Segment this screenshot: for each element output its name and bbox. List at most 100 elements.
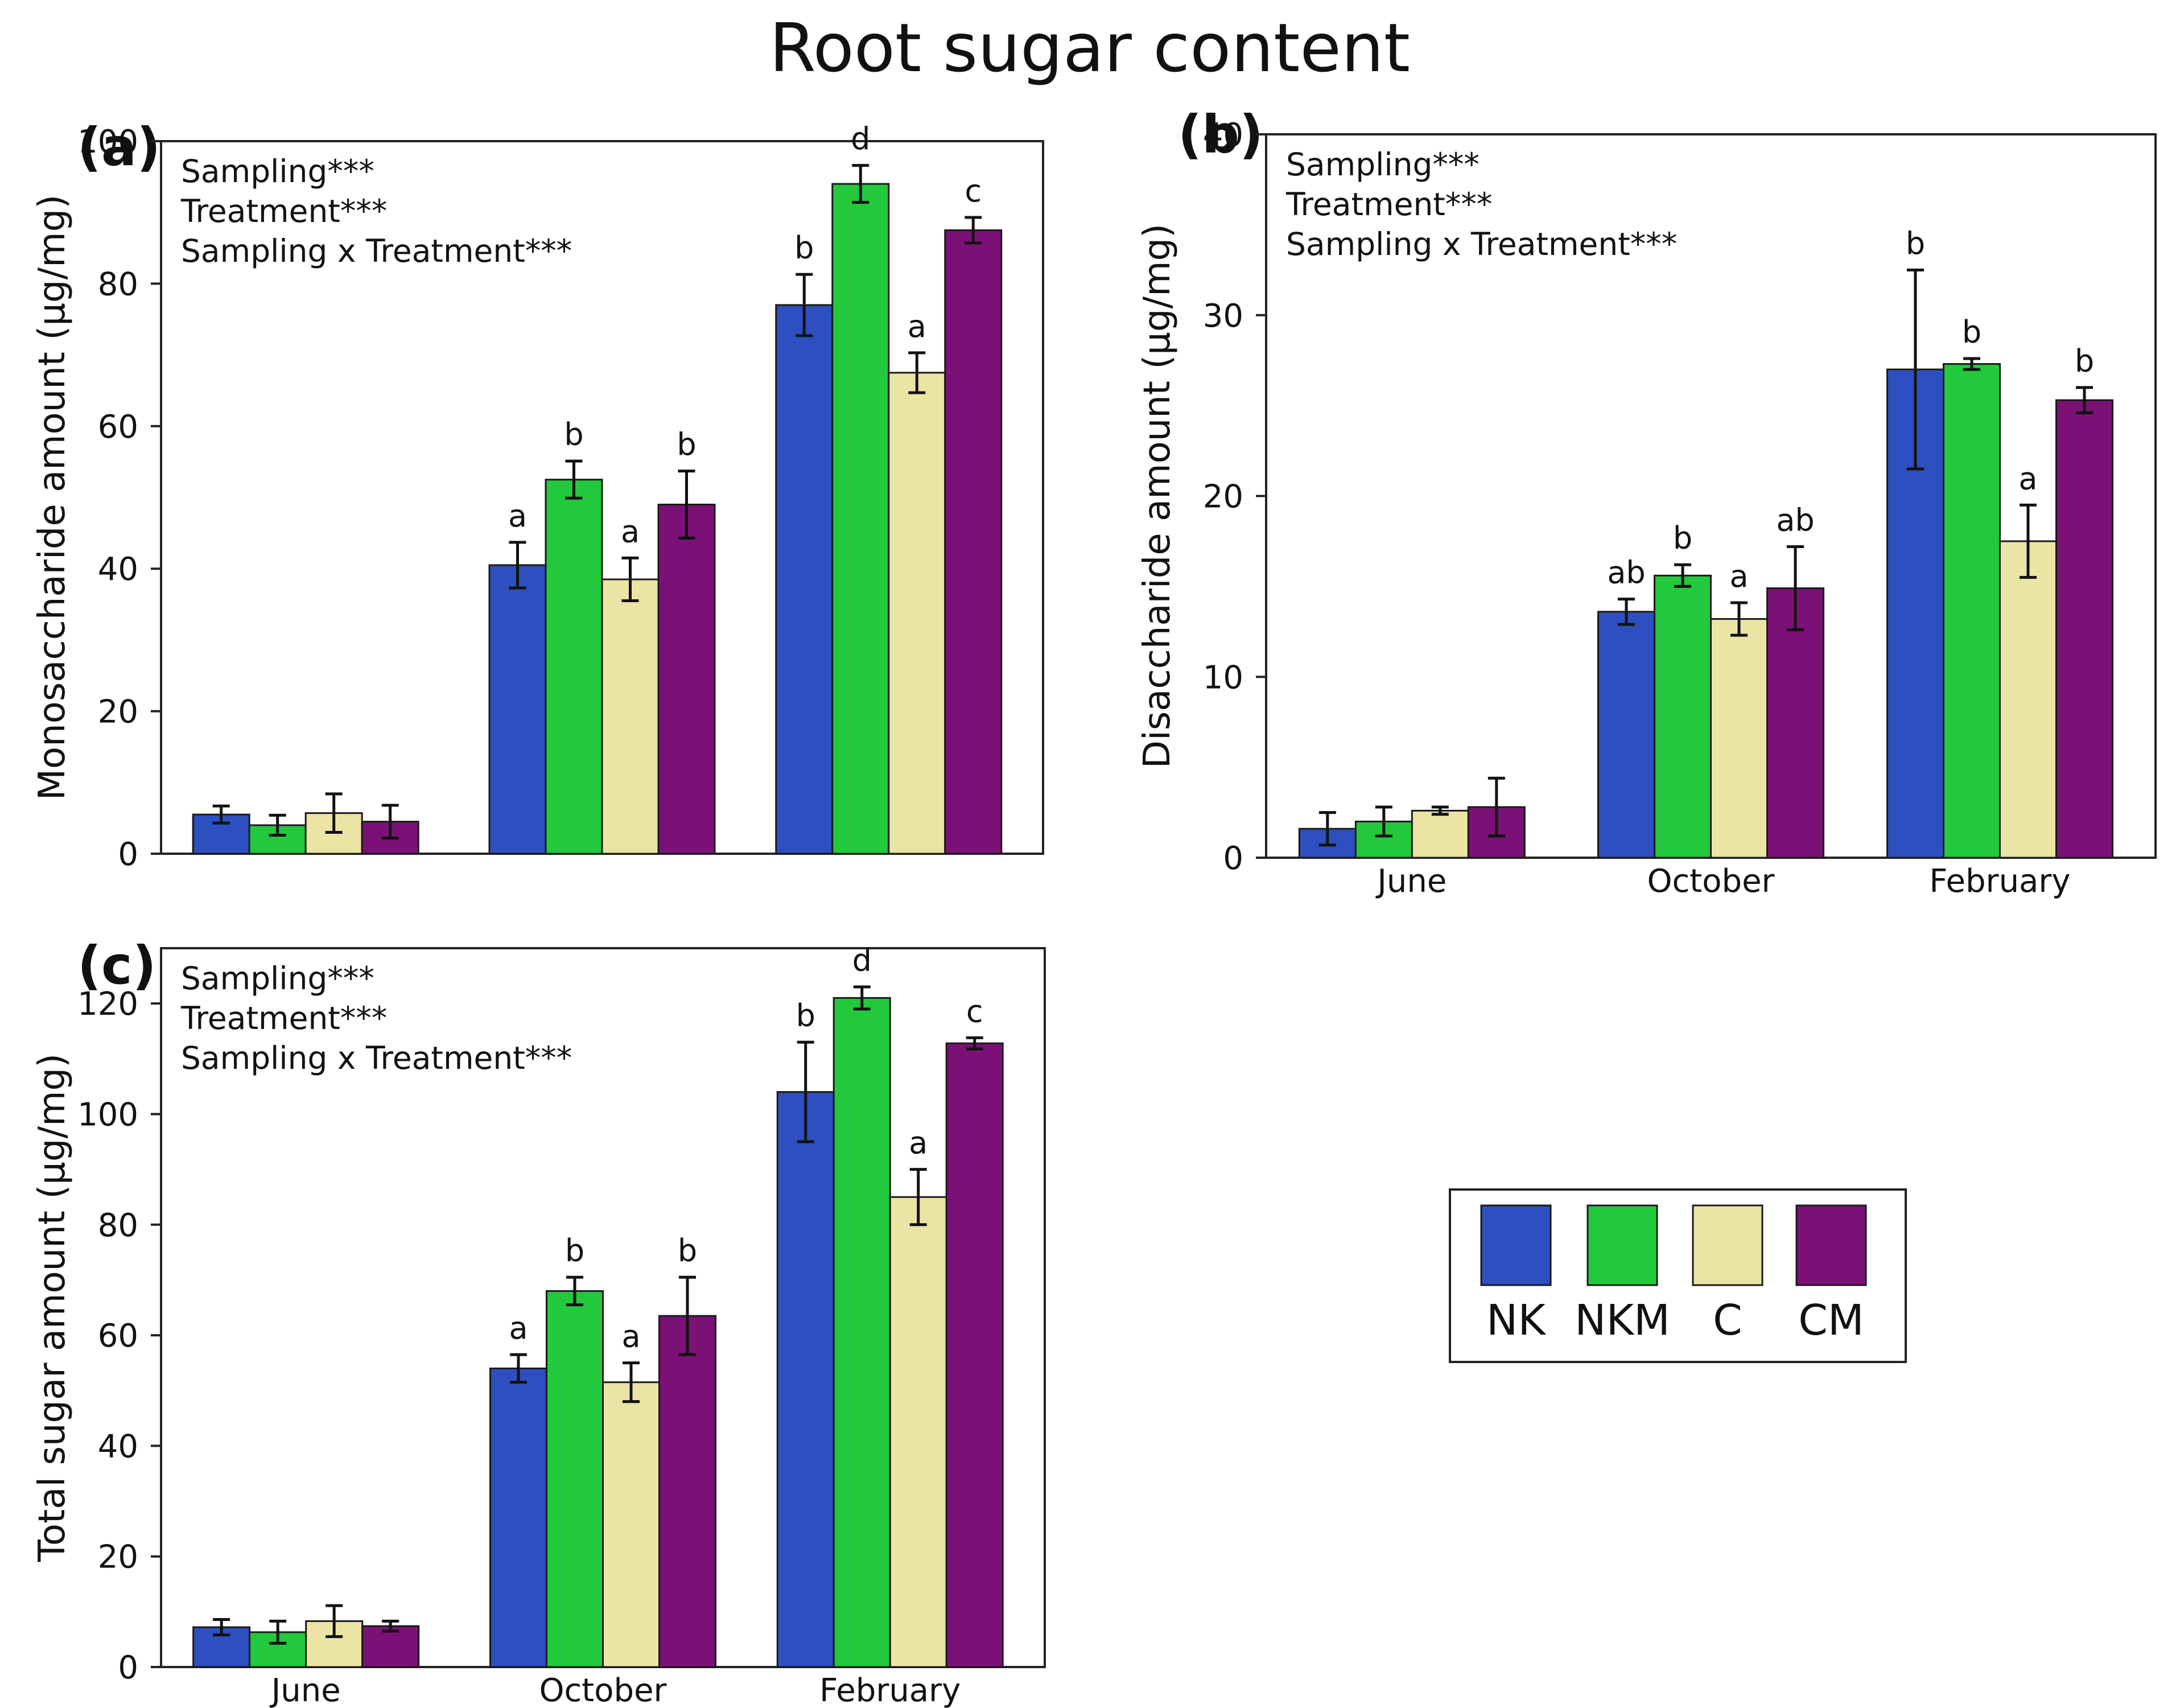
significance-letter: a <box>908 308 926 344</box>
bar-cm-february <box>944 229 1003 855</box>
bar-cm-february <box>945 1042 1004 1668</box>
x-category-label: February <box>819 1672 961 1708</box>
y-tick-label: 0 <box>118 836 138 873</box>
significance-letter: a <box>621 1319 640 1355</box>
bar-c-october <box>602 1381 660 1668</box>
y-tick-label: 20 <box>98 1539 138 1576</box>
bar-nkm-october <box>1654 574 1712 859</box>
figure-title: Root sugar content <box>769 9 1410 87</box>
y-tick-label: 60 <box>98 1318 138 1355</box>
y-axis-title: Disaccharide amount (µg/mg) <box>1136 224 1178 768</box>
significance-letter: b <box>678 1233 697 1269</box>
x-category-label: October <box>539 1672 667 1708</box>
bar-nk-february <box>776 1091 835 1668</box>
panel-label: (b) <box>1178 104 1263 165</box>
x-category-label: October <box>1647 863 1775 900</box>
significance-letter: a <box>1729 558 1748 594</box>
bar-cm-october <box>658 1315 716 1668</box>
bar-c-june <box>305 1620 364 1668</box>
stats-annotation: Sampling*** <box>1286 146 1480 183</box>
significance-letter: b <box>796 998 815 1034</box>
y-tick-label: 80 <box>98 266 138 303</box>
y-tick-label: 0 <box>118 1649 138 1686</box>
y-axis-title: Monosaccharide amount (µg/mg) <box>31 195 73 800</box>
significance-letter: b <box>2075 343 2094 379</box>
legend-swatch-nk <box>1480 1204 1552 1286</box>
bar-nk-october <box>1597 611 1655 859</box>
significance-letter: b <box>1962 314 1981 350</box>
bar-nkm-february <box>831 183 890 855</box>
stats-annotation: Sampling x Treatment*** <box>1286 226 1677 262</box>
stats-annotation: Sampling x Treatment*** <box>181 1040 572 1076</box>
y-tick-label: 40 <box>98 551 138 588</box>
bar-nk-october <box>489 1367 547 1668</box>
y-tick-label: 40 <box>98 1428 138 1465</box>
bar-c-october <box>1710 618 1768 859</box>
legend-label: NK <box>1486 1296 1547 1345</box>
bar-c-february <box>1998 540 2057 859</box>
x-category-label: June <box>270 1672 341 1708</box>
legend-label: CM <box>1798 1296 1864 1345</box>
y-tick-label: 10 <box>1203 659 1243 696</box>
significance-letter: a <box>509 1310 528 1346</box>
legend-label: NKM <box>1575 1296 1670 1345</box>
stats-annotation: Sampling*** <box>181 153 374 190</box>
panel-label: (c) <box>77 935 156 996</box>
significance-letter: b <box>1673 520 1692 556</box>
stats-annotation: Treatment*** <box>180 1000 387 1036</box>
y-tick-label: 40 <box>1203 117 1243 154</box>
bar-nk-october <box>488 564 547 855</box>
bar-cm-october <box>657 504 716 855</box>
significance-letter: b <box>1906 225 1925 261</box>
significance-letter: ab <box>1607 555 1645 591</box>
legend-swatch-nkm <box>1587 1204 1658 1286</box>
legend-swatch-cm <box>1795 1204 1867 1286</box>
significance-letter: b <box>794 230 814 266</box>
bar-nkm-october <box>545 479 603 855</box>
legend-swatch-c <box>1692 1204 1763 1286</box>
significance-letter: c <box>965 173 982 209</box>
legend-label: C <box>1713 1296 1742 1345</box>
bar-c-february <box>888 372 946 855</box>
bar-cm-june <box>361 1625 420 1668</box>
bar-nkm-october <box>546 1290 604 1668</box>
chart-panel-b: (b) 0 10 20 30 40 Disaccharide amount (µg/mg) S… <box>1136 104 2157 900</box>
bar-nk-february <box>775 304 834 855</box>
stats-annotation: Treatment*** <box>180 193 387 229</box>
stats-annotation: Sampling x Treatment*** <box>181 233 572 269</box>
significance-letter: c <box>966 993 983 1029</box>
significance-letter: ab <box>1776 502 1814 538</box>
significance-letter: b <box>564 417 583 452</box>
bar-c-october <box>601 578 660 855</box>
x-category-label: June <box>1375 863 1447 900</box>
stats-annotation: Treatment*** <box>1285 186 1492 223</box>
x-category-label: February <box>1929 863 2070 900</box>
bar-nkm-february <box>1942 363 2001 859</box>
y-tick-label: 20 <box>1203 479 1243 516</box>
y-axis-title: Total sugar amount (µg/mg) <box>31 1053 73 1562</box>
panel-label: (a) <box>77 117 160 178</box>
y-tick-label: 100 <box>77 1096 138 1133</box>
stats-annotation: Sampling*** <box>181 960 374 997</box>
y-tick-label: 0 <box>1223 840 1243 877</box>
bar-cm-february <box>2055 399 2113 859</box>
y-tick-label: 100 <box>77 124 138 160</box>
y-tick-label: 20 <box>98 694 138 731</box>
significance-letter: a <box>909 1125 928 1161</box>
y-tick-label: 30 <box>1203 298 1243 335</box>
bar-c-february <box>889 1196 947 1668</box>
y-tick-label: 120 <box>77 986 138 1023</box>
legend: NK NKM C CM <box>1449 1188 1907 1363</box>
significance-letter: d <box>852 943 872 978</box>
bar-c-june <box>1411 809 1469 859</box>
significance-letter: a <box>2018 460 2037 496</box>
significance-letter: a <box>621 513 640 549</box>
y-tick-label: 80 <box>98 1207 138 1244</box>
significance-letter: b <box>565 1233 584 1269</box>
significance-letter: b <box>677 427 696 463</box>
significance-letter: d <box>851 121 870 157</box>
